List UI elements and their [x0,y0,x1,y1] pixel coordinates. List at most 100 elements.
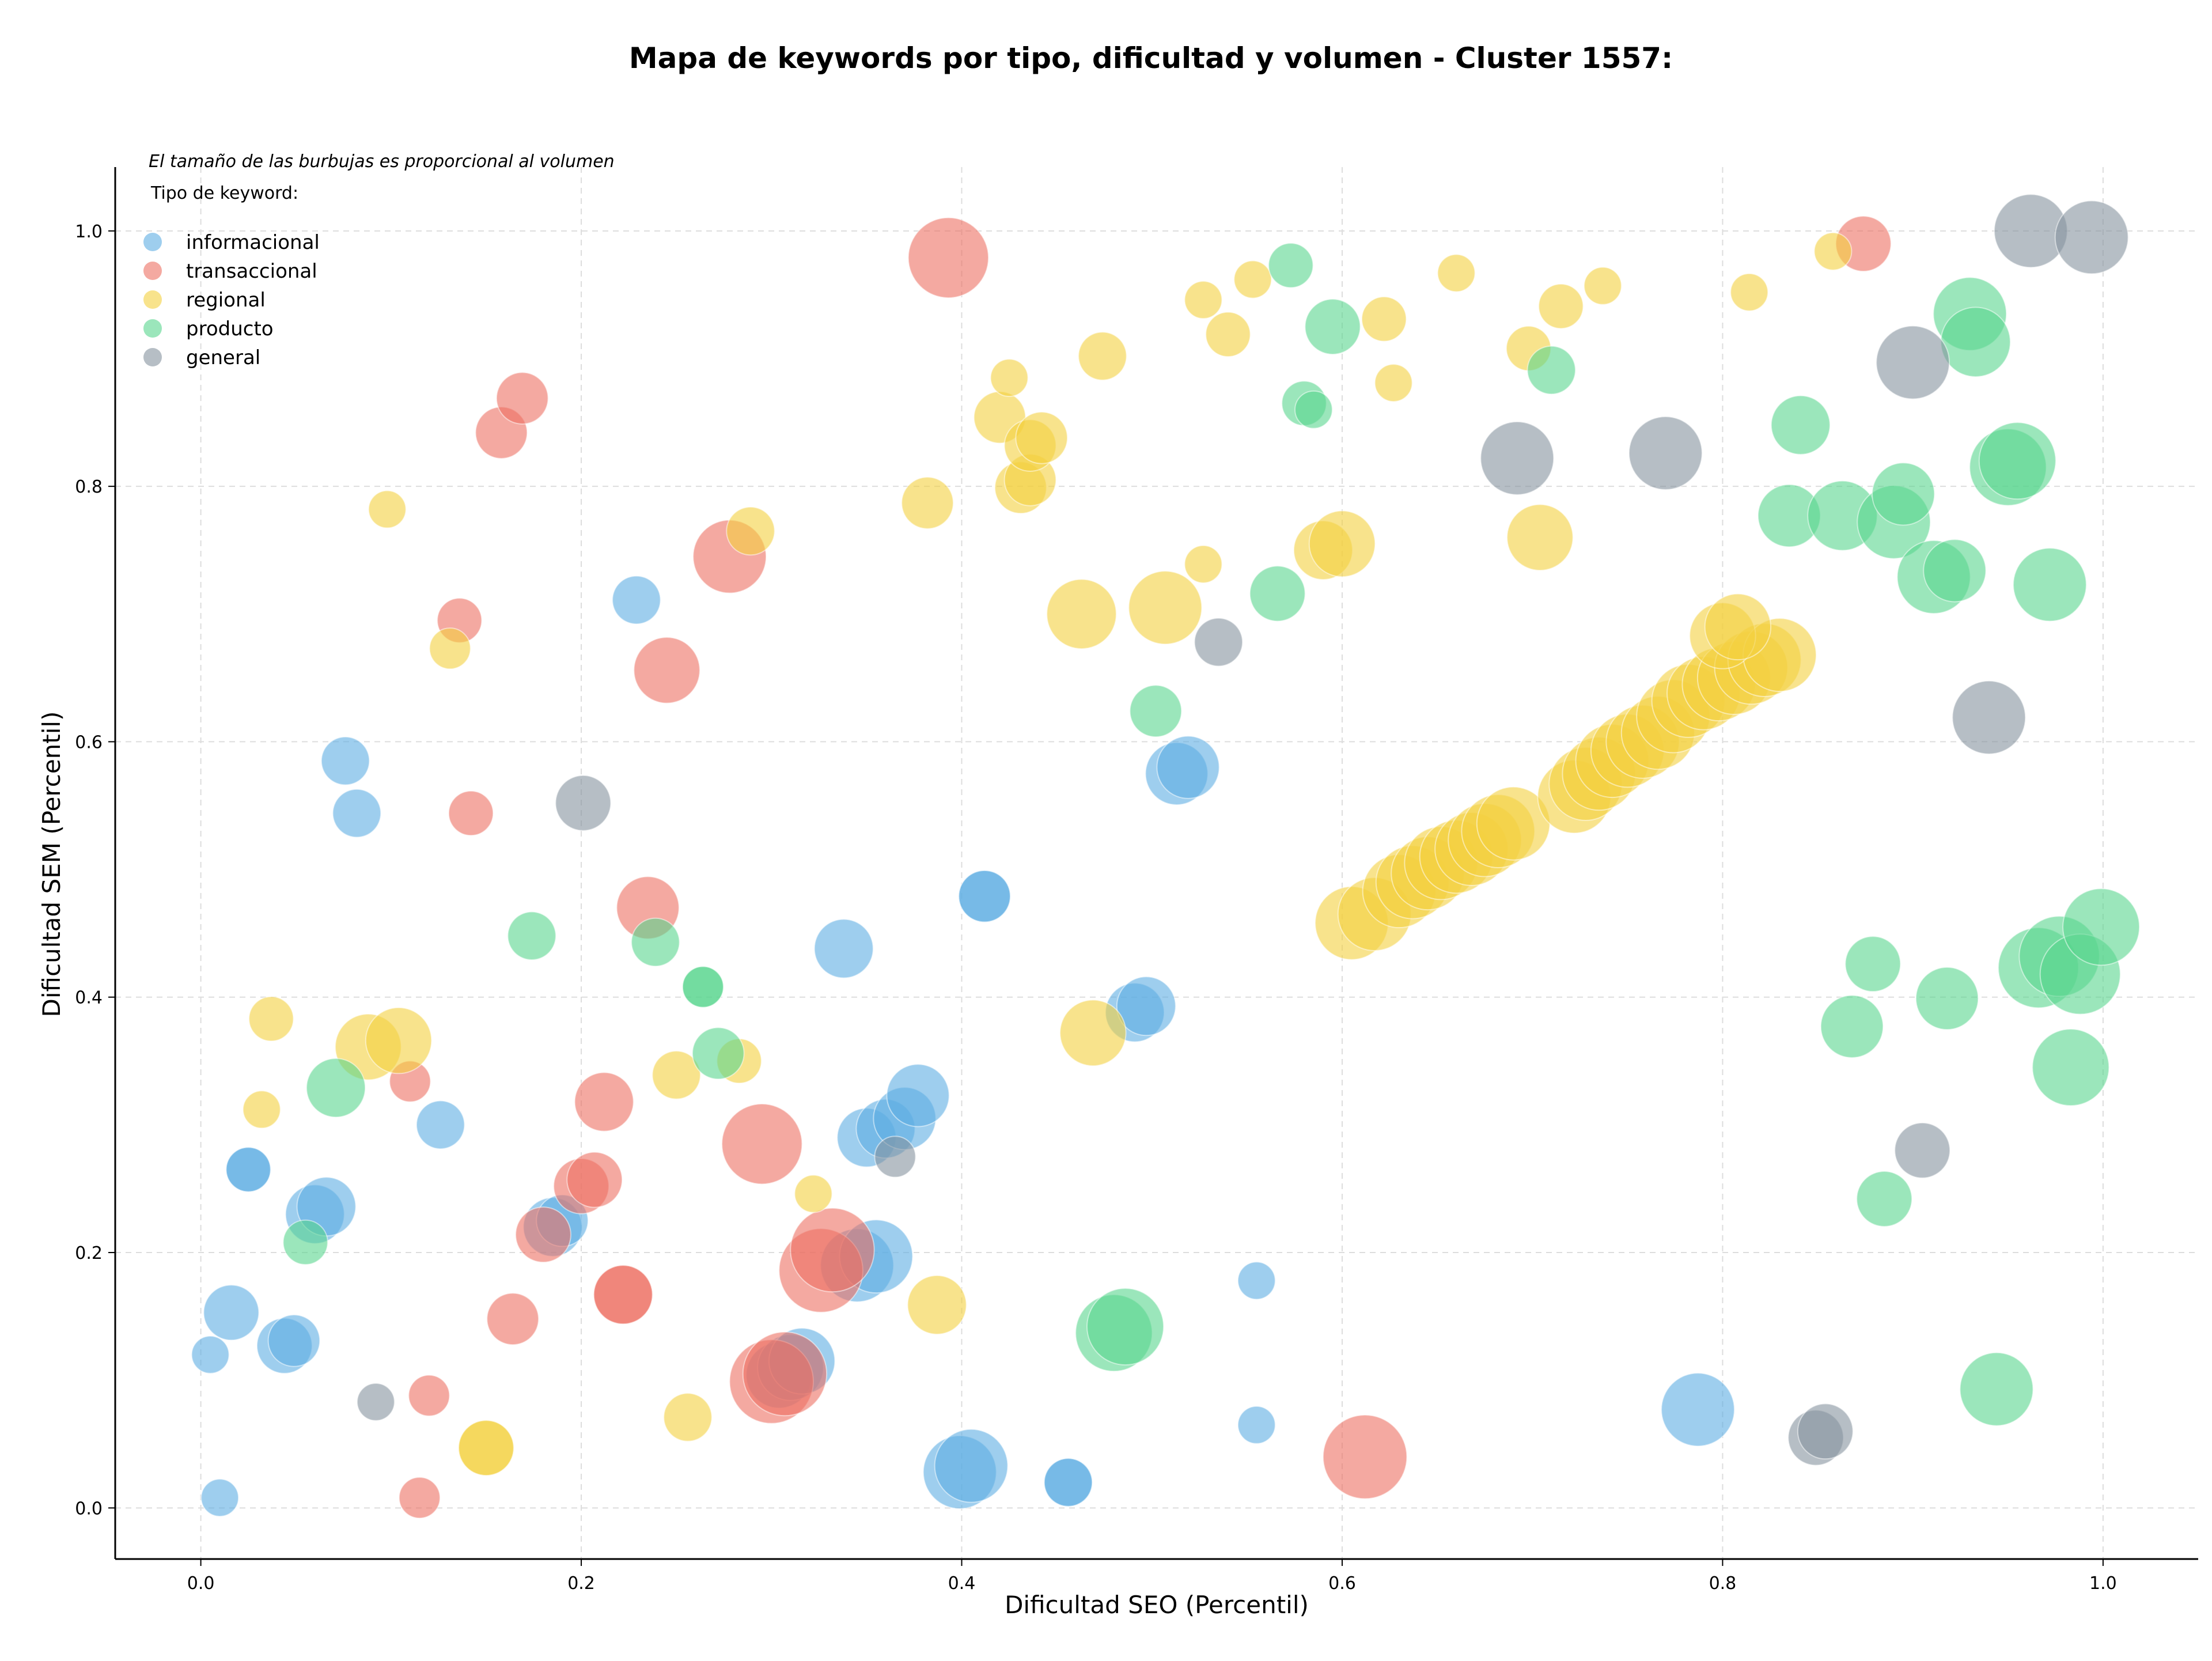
bubble-producto [1304,298,1361,355]
bubble-regional [1233,260,1272,299]
bubble-transaccional [1322,1414,1408,1500]
bubble-regional [1704,593,1772,661]
legend-label-producto: producto [186,317,274,340]
bubble-size-note: El tamaño de las burbujas es proporciona… [149,152,615,172]
bubble-informacional [191,1335,230,1374]
bubble-producto [1856,1171,1913,1227]
bubble-informacional [415,1100,465,1150]
bubble-regional [1730,273,1769,312]
y-tick-label: 0.4 [75,988,103,1008]
bubble-producto [507,911,556,961]
bubble-producto [2013,547,2087,622]
legend-marker-producto [143,319,162,338]
x-tick-label: 0.6 [1328,1573,1356,1594]
legend-title: Tipo de keyword: [150,183,298,203]
chart-title: Mapa de keywords por tipo, dificultad y … [629,41,1673,75]
bubble-regional [1308,510,1376,578]
bubble-transaccional [721,1103,803,1185]
bubble-informacional [332,788,382,838]
bubble-regional [652,1050,701,1100]
bubble-informacional [225,1147,271,1193]
bubble-regional [901,476,954,529]
y-tick-label: 1.0 [75,222,103,242]
bubble-producto [1820,994,1884,1058]
bubble-transaccional [566,1151,623,1208]
bubble-informacional [813,918,874,979]
bubble-regional [1437,253,1476,293]
bubble-producto [1915,966,1979,1031]
bubble-informacional [1237,1405,1276,1444]
bubble-transaccional [907,217,990,298]
bubble-regional [1059,999,1127,1066]
legend-label-informacional: informacional [186,231,320,254]
bubble-general [1952,680,2027,755]
bubble-regional [1128,570,1203,645]
bubble-producto [2032,1028,2110,1107]
bubble-transaccional [742,1331,828,1417]
legend-label-transaccional: transaccional [186,260,317,283]
bubble-transaccional [495,372,549,425]
bubble-informacional [267,1314,321,1367]
legend-label-general: general [186,346,260,369]
bubble-informacional [934,1428,1009,1503]
bubble-regional [907,1274,967,1335]
bubble-regional [1205,311,1251,357]
x-tick-label: 0.0 [187,1573,215,1594]
bubble-general [1194,617,1244,667]
bubble-general [1480,421,1555,495]
bubble-informacional [203,1284,260,1341]
bubble-regional [1046,578,1117,650]
y-ticks: 0.0 0.2 0.4 0.6 0.8 1.0 [75,222,115,1519]
legend-marker-informacional [143,233,162,251]
y-axis-label: Dificultad SEM (Percentil) [37,712,66,1017]
legend-label-regional: regional [186,289,266,312]
bubble-regional [365,1007,433,1074]
data-points [191,194,2141,1519]
y-tick-label: 0.0 [75,1499,103,1519]
bubble-producto [1294,390,1333,429]
bubble-transaccional [593,1265,653,1325]
bubble-general [1876,325,1950,400]
bubble-producto [1129,684,1183,738]
y-tick-label: 0.2 [75,1243,103,1263]
bubble-informacional [1043,1458,1093,1507]
bubble-producto [631,917,680,967]
bubble-producto [1844,936,1902,993]
bubble-informacional [1661,1372,1735,1447]
bubble-informacional [1116,976,1176,1036]
bubble-general [874,1136,916,1178]
bubble-regional [458,1420,514,1477]
bubble-producto [306,1058,366,1118]
legend-marker-transaccional [143,262,162,280]
bubble-general [1894,1122,1951,1179]
bubble-informacional [200,1478,240,1518]
bubble-regional [242,1090,281,1129]
y-tick-label: 0.6 [75,732,103,752]
bubble-regional [1184,544,1223,584]
legend: informacional transaccional regional produc… [143,231,320,369]
bubble-producto [1940,307,2011,377]
bubble-general [357,1382,395,1421]
bubble-informacional [1237,1261,1276,1300]
bubble-transaccional [486,1292,539,1346]
bubble-transaccional [574,1072,634,1132]
bubble-regional [1374,364,1413,402]
bubble-informacional [1156,735,1220,799]
bubble-producto [1959,1352,2034,1427]
bubble-producto [1249,565,1306,622]
legend-marker-general [143,348,162,366]
bubble-general [1797,1403,1854,1460]
bubble-regional [1078,331,1127,381]
bubble-transaccional [515,1206,571,1263]
bubble-transaccional [408,1374,450,1417]
bubble-regional [248,996,294,1042]
bubble-producto [681,966,724,1008]
bubble-regional [794,1174,833,1213]
bubble-producto [282,1219,328,1265]
bubble-regional [1506,504,1574,571]
bubble-regional [726,506,775,556]
bubble-regional [1538,283,1584,330]
bubble-regional [1361,296,1407,342]
bubble-producto [1923,539,1987,603]
